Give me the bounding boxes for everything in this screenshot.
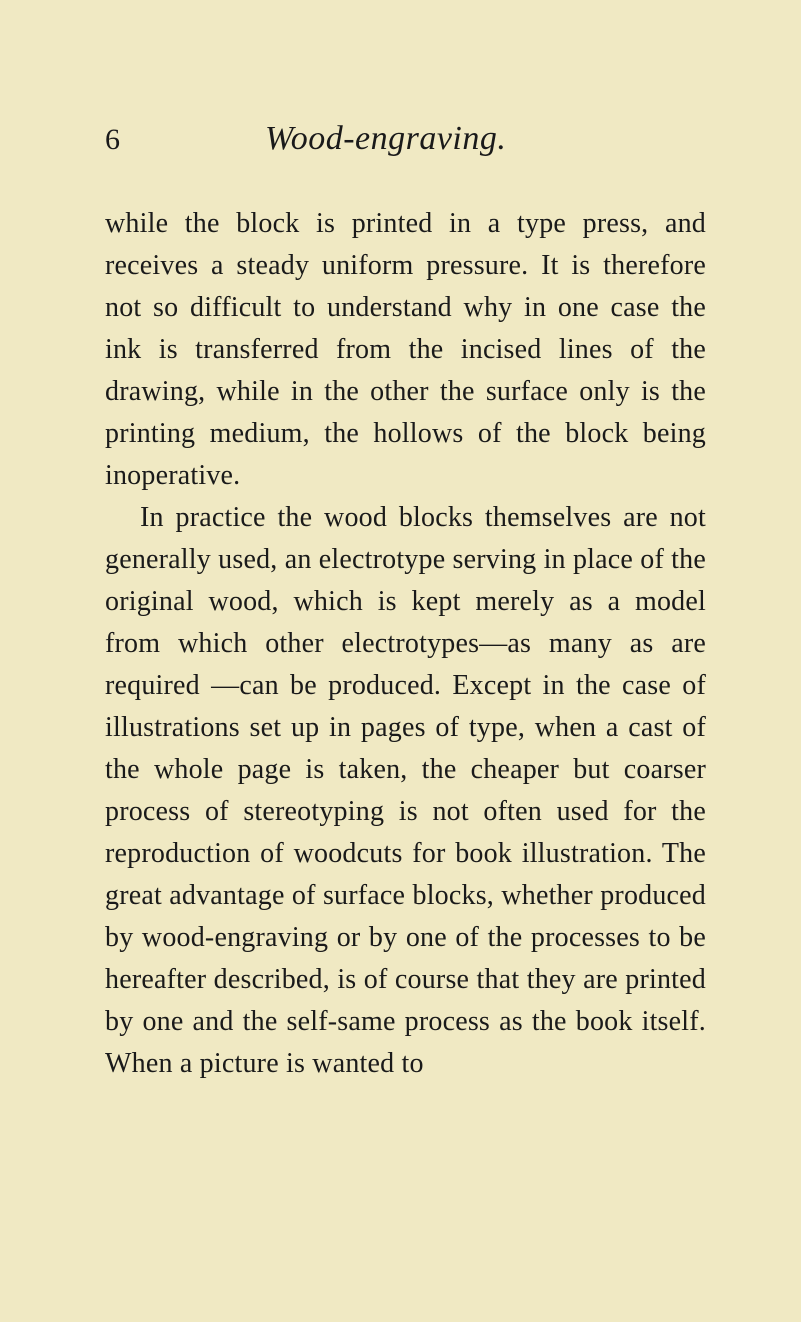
page-header: 6 Wood-engraving.	[105, 120, 706, 158]
page-number: 6	[105, 123, 120, 157]
body-text: while the block is printed in a type pre…	[105, 203, 706, 1085]
paragraph-2: In practice the wood blocks themselves a…	[105, 497, 706, 1085]
book-page: 6 Wood-engraving. while the block is pri…	[0, 0, 801, 1165]
chapter-title: Wood-engraving.	[265, 120, 506, 158]
paragraph-1: while the block is printed in a type pre…	[105, 203, 706, 497]
